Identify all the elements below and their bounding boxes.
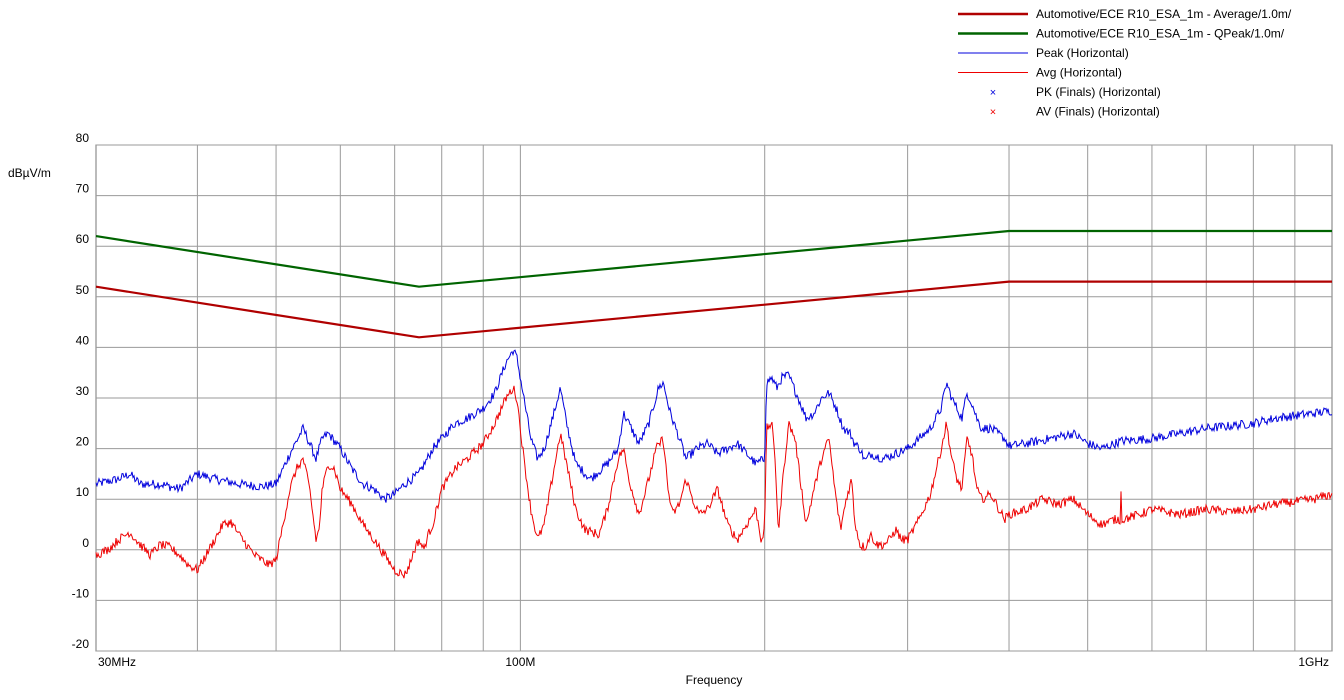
legend-label-1: Automotive/ECE R10_ESA_1m - QPeak/1.0m/ <box>1036 27 1285 41</box>
series-1-limit-line <box>95 229 1332 288</box>
y-tick-label: 80 <box>76 131 90 145</box>
axes: 80 70 60 50 40 30 20 10 0 -10 -20 30MHz 100M 1GHz <box>72 131 1329 669</box>
x-axis-label: Frequency <box>686 673 743 687</box>
y-tick-label: 70 <box>76 182 90 196</box>
y-tick-label: 30 <box>76 384 90 398</box>
series-3-trace <box>95 385 1333 579</box>
y-tick-label: 10 <box>76 485 90 499</box>
y-tick-label: 50 <box>76 283 90 297</box>
legend-marker-5: × <box>990 107 996 119</box>
grid <box>96 144 1332 652</box>
legend: Automotive/ECE R10_ESA_1m - Average/1.0m… <box>958 7 1292 119</box>
x-tick-label: 100M <box>505 655 535 669</box>
series-2-trace <box>95 349 1333 503</box>
y-tick-label: 0 <box>82 536 89 550</box>
plot-series <box>95 229 1333 579</box>
legend-label-0: Automotive/ECE R10_ESA_1m - Average/1.0m… <box>1036 7 1292 21</box>
y-tick-label: 60 <box>76 232 90 246</box>
y-tick-label: 40 <box>76 333 90 347</box>
y-tick-label: 20 <box>76 435 90 449</box>
legend-label-5: AV (Finals) (Horizontal) <box>1036 105 1160 119</box>
legend-label-4: PK (Finals) (Horizontal) <box>1036 85 1161 99</box>
series-0-limit-line <box>95 280 1332 339</box>
legend-marker-4: × <box>990 87 996 99</box>
x-tick-label: 1GHz <box>1298 655 1329 669</box>
y-tick-label: -10 <box>72 586 90 600</box>
legend-label-3: Avg (Horizontal) <box>1036 66 1122 80</box>
x-tick-label: 30MHz <box>98 655 136 669</box>
y-axis-label: dBµV/m <box>8 166 51 180</box>
y-tick-label: -20 <box>72 637 90 651</box>
legend-label-2: Peak (Horizontal) <box>1036 46 1129 60</box>
